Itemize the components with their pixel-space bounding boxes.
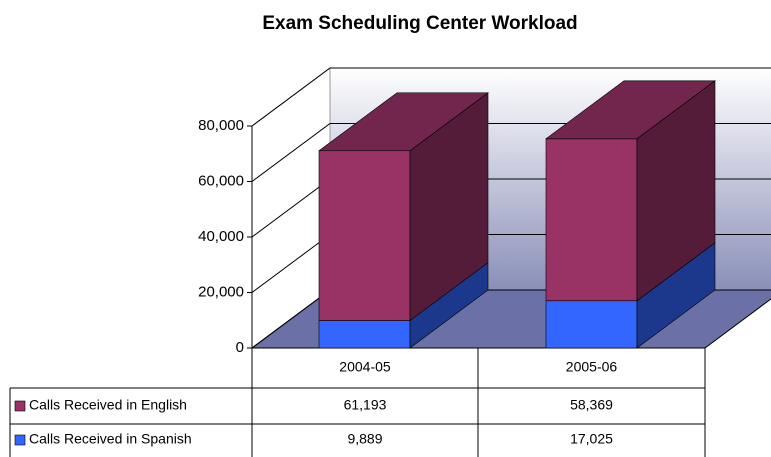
y-tick-label: 0 (236, 339, 244, 356)
table-header: 2005-06 (566, 359, 618, 375)
table-value: 9,889 (347, 431, 382, 447)
bar-top (318, 92, 489, 152)
bar-front (545, 138, 638, 302)
bar-front (318, 150, 411, 321)
table-value: 17,025 (570, 431, 613, 447)
y-tick-label: 40,000 (198, 228, 244, 245)
bar-front (318, 320, 411, 349)
y-tick-label: 60,000 (198, 172, 244, 189)
y-tick-label: 80,000 (198, 117, 244, 134)
chart-title: Exam Scheduling Center Workload (262, 13, 577, 34)
legend-label: Calls Received in Spanish (29, 431, 192, 447)
legend-swatch (14, 400, 26, 412)
grid-line (251, 67, 771, 127)
table-value: 61,193 (344, 397, 387, 413)
table-value: 58,369 (570, 397, 613, 413)
table-header: 2004-05 (339, 359, 391, 375)
legend-label: Calls Received in English (29, 397, 187, 413)
bar-top (545, 80, 716, 140)
bar-front (545, 300, 638, 349)
legend-swatch (14, 434, 26, 446)
y-tick-label: 20,000 (198, 283, 244, 300)
